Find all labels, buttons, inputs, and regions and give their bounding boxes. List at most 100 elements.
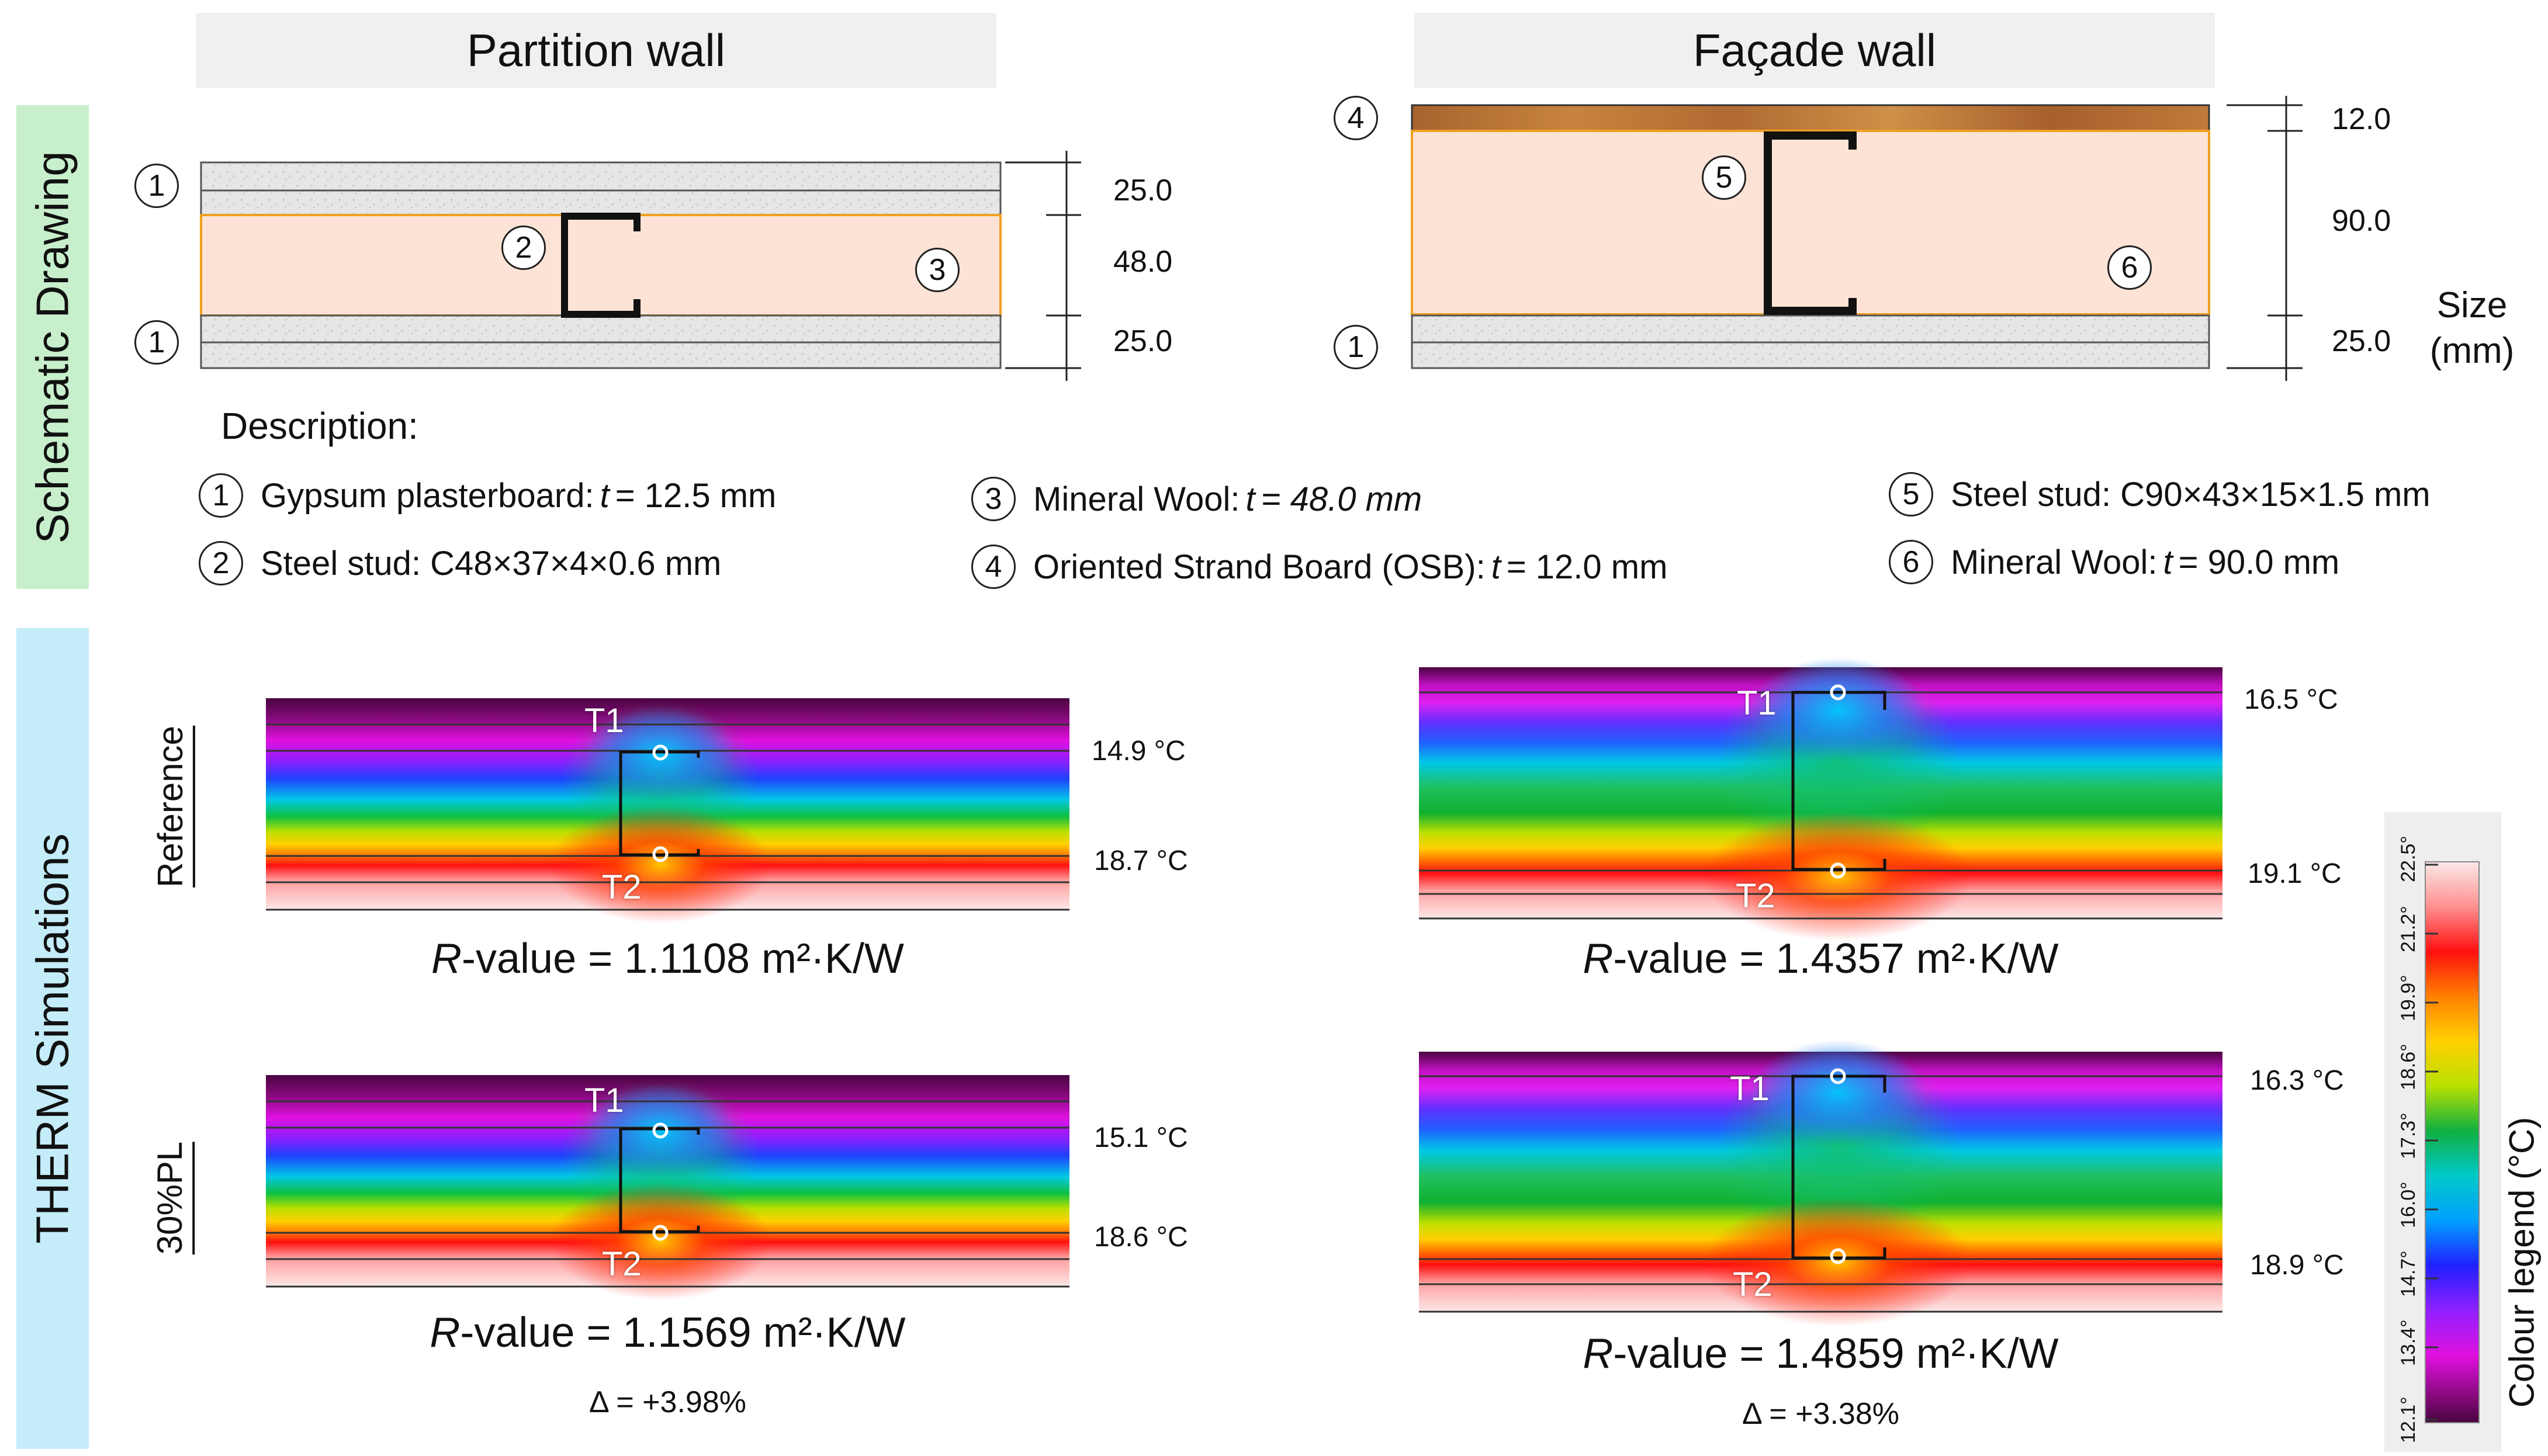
temp-t2-partition-pl: 18.6 °C xyxy=(1094,1222,1188,1253)
t1-label-partition-pl: T1 xyxy=(584,1081,624,1119)
partition-gypsum-top-1 xyxy=(200,161,1002,192)
description-item-1-rest: = 12.5 mm xyxy=(615,476,777,515)
r-var-partition-pl: R xyxy=(430,1309,461,1356)
r-value-facade-pl: R-value = 1.4859 m²·K/W xyxy=(1419,1330,2222,1378)
facade-gypsum-1 xyxy=(1411,314,2210,344)
legend-tick-19.9: 19.9° xyxy=(2397,975,2419,1021)
partition-steel-stud xyxy=(561,213,641,318)
temp-t1-facade-pl: 16.3 °C xyxy=(2250,1065,2344,1096)
sidebar-schematic: Schematic Drawing xyxy=(16,105,89,589)
facade-dimension-lines xyxy=(2227,96,2303,381)
r-value-facade-ref: R-value = 1.4357 m²·K/W xyxy=(1419,935,2222,983)
description-item-3-text: Mineral Wool: xyxy=(1033,480,1240,518)
r-var-partition-ref: R xyxy=(431,935,462,982)
legend-tick-17.3: 17.3° xyxy=(2397,1112,2419,1159)
description-item-3-rest: = 48.0 mm xyxy=(1261,480,1422,518)
description-item-2: 2 Steel stud: C48×37×4×0.6 mm xyxy=(199,541,721,585)
facade-dim-top: 12.0 xyxy=(2332,102,2391,136)
temp-t2-facade-pl: 18.9 °C xyxy=(2250,1250,2344,1281)
colour-legend-bar xyxy=(2425,861,2480,1423)
partition-dim-top: 25.0 xyxy=(1113,174,1173,207)
r-text-facade-ref: -value = 1.4357 m²·K/W xyxy=(1613,935,2059,982)
partition-dimension-lines xyxy=(1005,151,1081,381)
legend-tick-21.2: 21.2° xyxy=(2397,906,2419,952)
facade-insulation xyxy=(1411,130,2210,316)
t2-label-partition-ref: T2 xyxy=(602,868,642,906)
marker-facade-5: 5 xyxy=(1702,155,1746,200)
colour-legend-title: Colour legend (°C) xyxy=(2502,1117,2542,1408)
marker-partition-1-bottom: 1 xyxy=(134,320,179,365)
description-item-2-num: 2 xyxy=(199,541,243,585)
legend-tick-12.1: 12.1° xyxy=(2397,1396,2419,1443)
facade-schematic xyxy=(1411,96,2303,381)
r-text-partition-ref: -value = 1.1108 m²·K/W xyxy=(462,935,904,982)
legend-tick-14.7: 14.7° xyxy=(2397,1250,2419,1297)
legend-tick-13.4: 13.4° xyxy=(2397,1319,2419,1366)
facade-osb xyxy=(1411,104,2210,132)
therm-facade-reference xyxy=(1419,657,2222,941)
t1-label-facade-pl: T1 xyxy=(1730,1070,1770,1108)
description-item-3-var: t xyxy=(1245,480,1255,518)
description-item-4-text: Oriented Strand Board (OSB): xyxy=(1033,547,1486,586)
header-facade-wall: Façade wall xyxy=(1414,13,2215,88)
t2-label-facade-pl: T2 xyxy=(1733,1266,1772,1304)
description-title: Description: xyxy=(221,405,418,447)
description-item-1-var: t xyxy=(600,476,610,515)
t1-label-facade-ref: T1 xyxy=(1737,684,1777,722)
temp-t1-partition-pl: 15.1 °C xyxy=(1094,1122,1188,1153)
partition-dim-mid: 48.0 xyxy=(1113,245,1173,279)
colour-legend xyxy=(2384,812,2501,1452)
size-label-line1: Size xyxy=(2436,285,2508,325)
marker-partition-2: 2 xyxy=(501,226,546,270)
r-text-partition-pl: -value = 1.1569 m²·K/W xyxy=(460,1309,906,1356)
header-partition-wall: Partition wall xyxy=(196,13,996,88)
temp-t2-partition-ref: 18.7 °C xyxy=(1094,845,1188,876)
partition-schematic xyxy=(200,151,1081,381)
temp-t2-facade-ref: 19.1 °C xyxy=(2248,858,2342,889)
description-item-5: 5 Steel stud: C90×43×15×1.5 mm xyxy=(1889,472,2431,516)
facade-dim-bot: 25.0 xyxy=(2332,324,2391,358)
partition-gypsum-bot-2 xyxy=(200,341,1002,369)
therm-partition-30pl xyxy=(266,1075,1069,1300)
description-item-4-var: t xyxy=(1491,547,1501,586)
delta-facade: Δ = +3.38% xyxy=(1742,1397,1899,1431)
marker-partition-3: 3 xyxy=(915,248,960,292)
marker-facade-4: 4 xyxy=(1334,96,1378,140)
description-item-1-num: 1 xyxy=(199,473,243,518)
colour-legend-title-wrap: Colour legend (°C) xyxy=(2495,1087,2548,1437)
description-item-6: 6 Mineral Wool: t = 90.0 mm xyxy=(1889,540,2339,584)
description-item-5-text: Steel stud: C90×43×15×1.5 mm xyxy=(1951,475,2431,514)
description-item-1-text: Gypsum plasterboard: xyxy=(261,476,594,515)
description-item-6-text: Mineral Wool: xyxy=(1951,543,2158,581)
delta-partition: Δ = +3.98% xyxy=(589,1385,746,1419)
description-item-5-num: 5 xyxy=(1889,472,1933,516)
therm-partition-reference xyxy=(266,698,1069,923)
temp-t1-partition-ref: 14.9 °C xyxy=(1092,736,1186,767)
description-item-6-var: t xyxy=(2163,543,2173,581)
description-item-4: 4 Oriented Strand Board (OSB): t = 12.0 … xyxy=(971,545,1667,589)
r-var-facade-ref: R xyxy=(1583,935,1614,982)
r-text-facade-pl: -value = 1.4859 m²·K/W xyxy=(1613,1330,2059,1377)
partition-dim-bot: 25.0 xyxy=(1113,324,1173,358)
t1-label-partition-ref: T1 xyxy=(584,702,624,740)
description-item-3-num: 3 xyxy=(971,477,1016,521)
description-item-6-rest: = 90.0 mm xyxy=(2178,543,2340,581)
r-var-facade-pl: R xyxy=(1583,1330,1614,1377)
partition-gypsum-top-2 xyxy=(200,189,1002,216)
description-item-2-text: Steel stud: C48×37×4×0.6 mm xyxy=(261,544,722,583)
description-item-4-num: 4 xyxy=(971,545,1016,589)
r-value-partition-ref: R-value = 1.1108 m²·K/W xyxy=(266,935,1069,983)
description-item-1: 1 Gypsum plasterboard: t = 12.5 mm xyxy=(199,473,776,518)
legend-tick-18.6: 18.6° xyxy=(2397,1044,2419,1090)
size-label: Size (mm) xyxy=(2419,283,2525,373)
facade-steel-stud xyxy=(1764,131,1857,315)
therm-facade-30pl xyxy=(1419,1040,2222,1326)
marker-partition-1-top: 1 xyxy=(134,164,179,208)
facade-dim-mid: 90.0 xyxy=(2332,204,2391,238)
legend-tick-16.0: 16.0° xyxy=(2397,1181,2419,1228)
description-item-6-num: 6 xyxy=(1889,540,1933,584)
sidebar-therm: THERM Simulations xyxy=(16,628,89,1449)
t2-label-facade-ref: T2 xyxy=(1736,877,1775,915)
